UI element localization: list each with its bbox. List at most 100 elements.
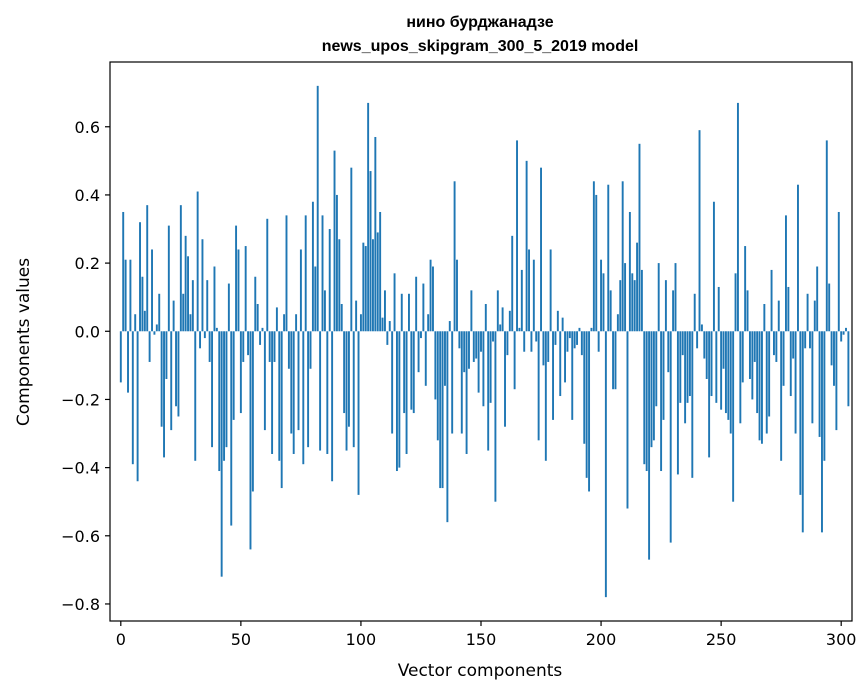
bar (542, 331, 545, 366)
bar (614, 331, 617, 390)
bar (290, 331, 293, 434)
bar (602, 273, 605, 332)
bar (640, 269, 643, 332)
bar (552, 331, 554, 420)
bar (628, 211, 631, 332)
bar (523, 331, 526, 352)
bar (191, 280, 194, 332)
bar (506, 331, 509, 356)
bar (432, 266, 434, 332)
bar (148, 331, 151, 362)
bar (285, 215, 288, 332)
bar (167, 225, 170, 332)
bar (398, 331, 401, 468)
x-tick-label: 50 (231, 630, 251, 649)
bar (179, 205, 182, 332)
bar (362, 242, 365, 332)
bar (703, 331, 706, 359)
y-tick-label: 0.6 (75, 118, 100, 137)
x-tick-label: 150 (466, 630, 497, 649)
bar (657, 263, 660, 332)
bar (429, 259, 432, 332)
bar (357, 331, 360, 495)
bar (660, 331, 663, 472)
bar (304, 215, 307, 332)
bar (127, 331, 129, 393)
bar (592, 181, 595, 332)
bar (249, 331, 252, 550)
bar (347, 331, 350, 427)
bar (746, 290, 749, 332)
bar (165, 331, 168, 379)
bar (595, 194, 598, 332)
bar (758, 331, 761, 441)
bar (131, 331, 134, 465)
x-tick-label: 0 (116, 630, 126, 649)
bar (816, 266, 819, 332)
bar (576, 331, 579, 345)
bar (710, 331, 713, 397)
bar (501, 307, 504, 332)
bar (129, 259, 132, 332)
bar (688, 331, 691, 397)
bar (492, 331, 494, 342)
bar (278, 331, 281, 461)
bar (136, 331, 139, 482)
bar (794, 331, 797, 434)
x-tick-label: 100 (346, 630, 377, 649)
bar (590, 327, 593, 332)
y-tick-label: 0.2 (75, 254, 100, 273)
bar (119, 331, 122, 383)
bar (261, 327, 264, 332)
bar (182, 293, 185, 332)
bar (434, 331, 437, 400)
bars-group (119, 85, 850, 598)
bar (151, 249, 153, 332)
bar (424, 331, 427, 386)
bar (624, 263, 627, 332)
bar (386, 331, 389, 345)
bar (439, 331, 442, 489)
bar (662, 331, 665, 420)
bar (638, 143, 641, 332)
bar (359, 314, 362, 332)
bar (254, 276, 257, 332)
bar (468, 331, 470, 369)
bar (460, 331, 463, 434)
bar (465, 331, 468, 454)
bar (309, 331, 312, 369)
bar (643, 331, 646, 465)
bar (797, 184, 799, 332)
y-axis-ticks: 0.6 0.4 0.2 0.0 −0.2 −0.4 −0.6 −0.8 (61, 118, 110, 614)
bar (158, 293, 161, 332)
bar (597, 331, 600, 352)
bar (338, 239, 341, 332)
bar (225, 331, 228, 448)
x-axis-label: Vector components (398, 661, 563, 681)
bar (172, 300, 175, 332)
bar (619, 280, 622, 332)
bar (441, 331, 444, 489)
bar (720, 331, 723, 410)
bar (724, 331, 727, 414)
bar (203, 331, 206, 339)
bar (484, 304, 487, 332)
bar (345, 331, 348, 451)
bar (143, 310, 146, 332)
bar (420, 331, 422, 339)
y-tick-label: −0.6 (61, 527, 100, 546)
bar (242, 331, 245, 362)
bar (292, 331, 295, 454)
bar (777, 300, 780, 332)
bar (410, 331, 413, 410)
bar (379, 211, 382, 332)
bar (232, 331, 235, 420)
bar (645, 331, 648, 472)
bar (444, 331, 446, 386)
bar (775, 331, 778, 362)
bar (287, 331, 290, 369)
bar (326, 331, 329, 454)
bar (448, 321, 451, 332)
y-tick-label: −0.2 (61, 390, 100, 409)
